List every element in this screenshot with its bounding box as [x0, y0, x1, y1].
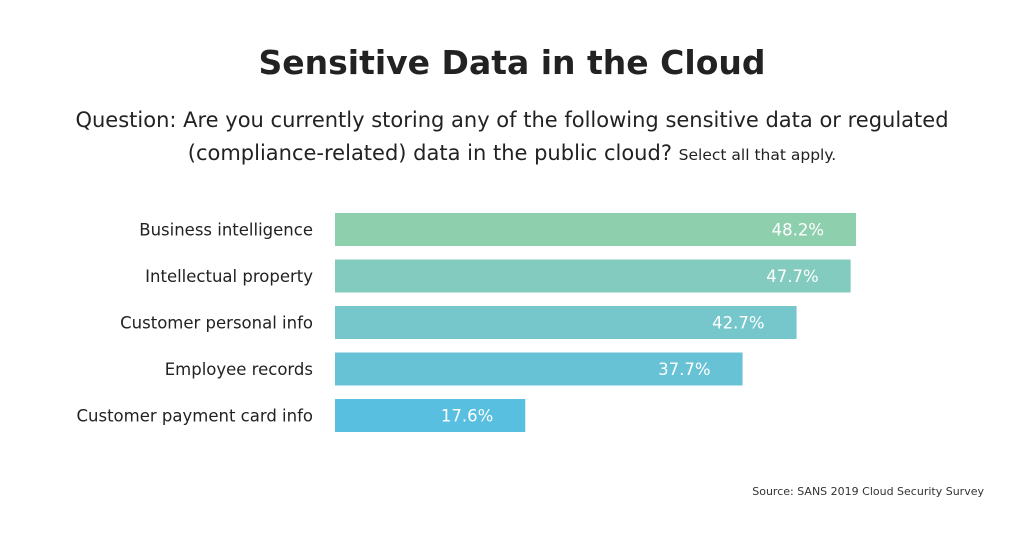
- value-label-4: 37.7%: [658, 360, 710, 379]
- category-label-5: Customer payment card info: [77, 407, 313, 426]
- bar-3: [335, 306, 797, 339]
- bar-2: [335, 259, 851, 293]
- category-label-2: Intellectual property: [145, 267, 313, 286]
- category-label-3: Customer personal info: [120, 314, 313, 333]
- bars-layer: Business intelligence 48.2% Intellectual p…: [77, 213, 857, 432]
- question-text: Question: Are you currently storing any …: [40, 104, 984, 172]
- bar-5: [335, 399, 526, 432]
- source-note: Source: SANS 2019 Cloud Security Survey: [752, 485, 984, 498]
- value-label-3: 42.7%: [712, 314, 764, 333]
- question-instruction: Select all that apply.: [678, 146, 837, 164]
- chart-title: Sensitive Data in the Cloud: [258, 43, 766, 82]
- category-label-1: Business intelligence: [139, 221, 313, 240]
- value-label-2: 47.7%: [766, 267, 818, 286]
- bar-1: [335, 213, 857, 246]
- value-label-5: 17.6%: [441, 407, 493, 426]
- bar-4: [335, 352, 743, 386]
- value-label-1: 48.2%: [772, 221, 824, 240]
- category-label-4: Employee records: [165, 360, 313, 379]
- question-main: Question: Are you currently storing any …: [75, 108, 949, 165]
